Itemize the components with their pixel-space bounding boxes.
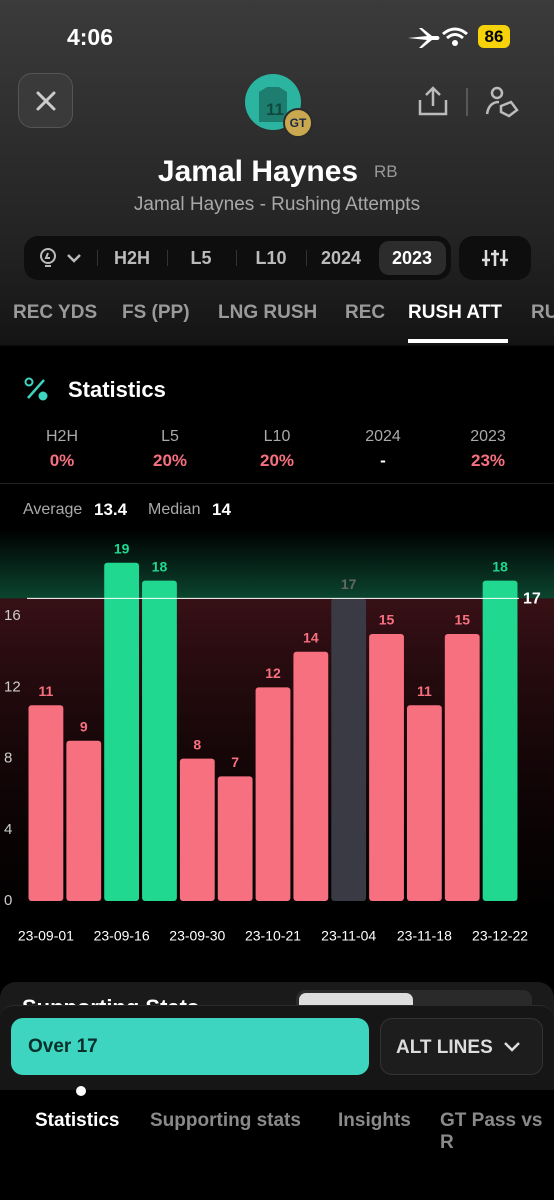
bar-label: 18 — [492, 558, 508, 574]
bar — [28, 705, 64, 901]
bar — [444, 634, 480, 901]
median-value: 14 — [212, 500, 231, 519]
stat-tab[interactable]: REC — [345, 302, 386, 323]
bar — [217, 776, 253, 901]
jersey-number: 11 — [266, 100, 284, 119]
y-tick-label: 4 — [4, 821, 12, 838]
x-tick-label: 23-10-21 — [245, 928, 301, 944]
x-tick-label: 23-11-04 — [321, 928, 376, 944]
hit-rate-label: L5 — [161, 428, 179, 445]
bottom-tab[interactable]: Insights — [338, 1110, 411, 1131]
tab-indicator — [76, 1086, 86, 1096]
battery: 86 — [478, 25, 510, 48]
filter-icon[interactable] — [36, 246, 88, 272]
x-tick-label: 23-09-16 — [94, 928, 150, 944]
average-value: 13.4 — [94, 500, 128, 519]
bar — [482, 580, 518, 901]
bar-label: 14 — [303, 630, 319, 646]
bar-label: 19 — [114, 541, 130, 557]
stats-icon — [24, 377, 48, 401]
over-button[interactable]: Over 17 — [11, 1018, 369, 1075]
y-tick-label: 16 — [4, 607, 21, 624]
y-tick-label: 0 — [4, 892, 12, 909]
hit-rate-label: H2H — [45, 428, 79, 445]
filter[interactable]: H2H — [113, 248, 151, 268]
stat-tab[interactable]: LNG RUSH — [218, 302, 318, 323]
bar — [179, 758, 215, 901]
x-tick-label: 23-09-30 — [169, 928, 225, 944]
bottom-tab[interactable]: Supporting stats — [150, 1110, 301, 1131]
threshold-label: 17 — [523, 591, 541, 608]
x-tick-label: 23-12-22 — [472, 928, 528, 944]
bar — [104, 562, 140, 901]
bar-label: 12 — [265, 665, 281, 681]
stat-tab[interactable]: RUSH ATT — [408, 302, 502, 323]
bar-label: 17 — [341, 576, 357, 592]
separator — [236, 250, 237, 266]
median-label: Median — [148, 501, 201, 518]
alt-lines-button[interactable]: ALT LINES — [380, 1018, 543, 1075]
player-name: Jamal Haynes — [157, 155, 359, 188]
bar — [293, 651, 329, 901]
separator — [306, 250, 307, 266]
tab-underline — [408, 339, 508, 343]
hit-rate-value: 20% — [259, 451, 295, 470]
divider — [0, 483, 554, 484]
team-badge: GT — [283, 108, 313, 138]
tab-bar — [0, 1090, 554, 1200]
alt-lines-label: ALT LINES — [396, 1037, 493, 1058]
filter-selected — [379, 241, 446, 275]
x-tick-label: 23-11-18 — [397, 928, 452, 944]
bar-label: 9 — [80, 719, 88, 735]
bar-label: 11 — [417, 683, 432, 699]
stat-tab[interactable]: REC YDS — [13, 302, 98, 323]
bar-label: 15 — [379, 612, 395, 628]
bar — [142, 580, 177, 901]
hit-rate-value: 23% — [470, 451, 506, 470]
separator — [97, 250, 98, 266]
y-tick-label: 12 — [4, 678, 21, 695]
bar-label: 8 — [193, 736, 201, 752]
hit-rate-value: 0% — [49, 451, 75, 470]
y-tick-label: 8 — [4, 750, 12, 767]
hit-rate-value: 20% — [152, 451, 188, 470]
stat-tab[interactable]: FS (PP) — [122, 302, 190, 323]
filter[interactable]: L5 — [190, 248, 212, 268]
hit-rate-label: 2023 — [470, 428, 506, 445]
over-zone — [0, 530, 554, 599]
hit-rate-label: 2024 — [365, 428, 401, 445]
hit-rate-value: - — [380, 451, 386, 470]
bottom-tab[interactable]: Statistics — [35, 1110, 120, 1131]
over-label: Over 17 — [28, 1036, 98, 1057]
hit-rate-label: L10 — [263, 428, 291, 445]
bar — [369, 634, 404, 901]
bar-label: 7 — [231, 754, 239, 770]
subtitle: Jamal Haynes - Rushing Attempts — [133, 194, 421, 215]
close-button[interactable] — [18, 73, 73, 128]
bar — [66, 740, 102, 901]
status-time: 4:06 — [66, 24, 114, 50]
x-tick-label: 23-09-01 — [18, 928, 74, 944]
average-label: Average — [23, 501, 83, 518]
stat-tab[interactable]: RU — [531, 302, 554, 323]
bar-label: 11 — [39, 683, 54, 699]
player-position: RB — [374, 162, 398, 181]
bar-label: 18 — [152, 558, 168, 574]
bar — [255, 687, 291, 901]
bar-label: 15 — [454, 612, 470, 628]
filter[interactable]: 2023 — [391, 248, 433, 268]
header-actions[interactable] — [415, 84, 525, 120]
filter[interactable]: L10 — [255, 248, 287, 268]
separator — [167, 250, 168, 266]
bottom-tab[interactable]: GT Pass vs R — [440, 1110, 543, 1153]
status-icons — [408, 27, 468, 48]
settings-button[interactable] — [459, 236, 531, 280]
bar — [331, 598, 367, 901]
section-title: Statistics — [68, 377, 166, 402]
bar — [406, 705, 442, 901]
filter[interactable]: 2024 — [320, 248, 362, 268]
